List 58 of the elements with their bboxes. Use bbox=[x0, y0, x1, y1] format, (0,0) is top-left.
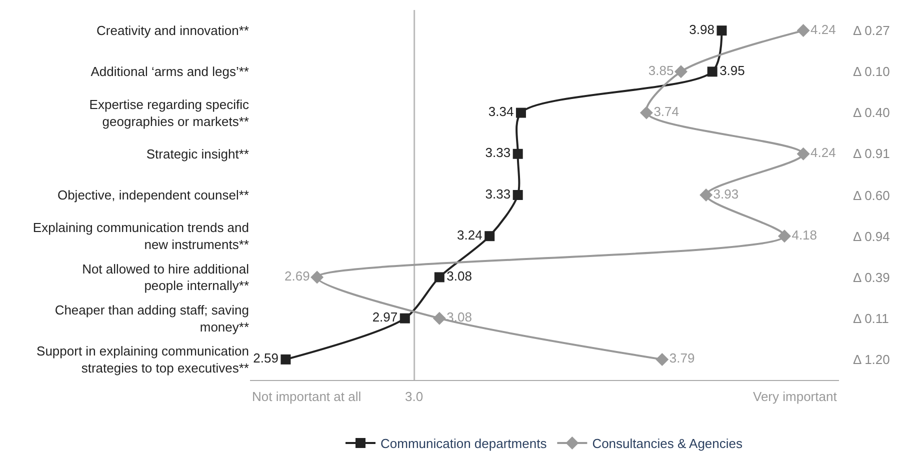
text: Δ 0.60 bbox=[853, 188, 890, 203]
point bbox=[484, 231, 495, 242]
data-label: 3.79 bbox=[669, 350, 695, 366]
point bbox=[778, 230, 791, 243]
text: Δ 0.27 bbox=[853, 23, 890, 38]
data-label: 3.34 bbox=[488, 104, 514, 120]
text: Not important at all bbox=[252, 389, 362, 404]
y-tick-label: Additional ‘arms and legs’** bbox=[90, 64, 249, 80]
y-tick-label: Objective, independent counsel** bbox=[57, 188, 249, 203]
y-tick-label: Creativity and innovation** bbox=[96, 23, 249, 38]
data-label: 4.24 bbox=[810, 145, 836, 160]
data-label: 3.98 bbox=[689, 22, 714, 37]
point bbox=[280, 354, 291, 364]
legend-label: Communication departments bbox=[380, 436, 548, 452]
text: Δ 0.11 bbox=[853, 311, 889, 326]
y-tick-label: Expertise regarding specific geographies or markets** bbox=[89, 96, 250, 129]
y-tick-label: Support in explaining communication strategies to top executives** bbox=[36, 344, 249, 376]
data-label: 3.74 bbox=[654, 104, 680, 120]
point bbox=[434, 272, 444, 282]
point bbox=[512, 190, 523, 200]
text: Δ 1.20 bbox=[853, 352, 890, 367]
y-tick-label: Cheaper than adding staff; saving money** bbox=[54, 302, 249, 334]
text: Δ 0.39 bbox=[853, 270, 890, 285]
point bbox=[707, 66, 718, 77]
data-label: 3.93 bbox=[713, 186, 739, 202]
point bbox=[796, 24, 810, 38]
point bbox=[700, 188, 713, 202]
y-tick-label: Explaining communication trends and new instruments** bbox=[32, 220, 249, 252]
text: Δ 0.94 bbox=[853, 229, 890, 244]
data-label: 2.69 bbox=[284, 268, 310, 284]
y-tick-label: Not allowed to hire additional people internally** bbox=[82, 261, 250, 294]
text: Δ 0.40 bbox=[853, 105, 890, 120]
data-label: 2.59 bbox=[253, 350, 278, 366]
point bbox=[512, 148, 523, 159]
text: Δ 0.10 bbox=[853, 64, 890, 79]
point bbox=[674, 65, 688, 78]
point bbox=[310, 270, 324, 284]
point bbox=[716, 26, 727, 36]
data-label: 4.24 bbox=[810, 22, 836, 37]
data-label: 3.24 bbox=[457, 227, 482, 242]
point bbox=[432, 312, 446, 325]
data-label: 3.85 bbox=[648, 62, 674, 78]
y-tick-label: Strategic insight** bbox=[146, 146, 249, 162]
data-label: 3.33 bbox=[485, 145, 511, 160]
point bbox=[516, 108, 526, 118]
point bbox=[656, 352, 669, 366]
data-label: 3.95 bbox=[720, 62, 745, 78]
point bbox=[796, 147, 810, 160]
ref-line-label: 3.0 bbox=[405, 389, 424, 404]
text: Δ 0.91 bbox=[853, 146, 890, 161]
data-label: 3.08 bbox=[446, 268, 472, 284]
text: Very important bbox=[753, 389, 838, 404]
data-label: 4.18 bbox=[792, 227, 818, 242]
point bbox=[640, 106, 653, 120]
legend-label: Consultancies & Agencies bbox=[592, 436, 743, 452]
data-label: 2.97 bbox=[372, 310, 398, 325]
data-label: 3.33 bbox=[485, 186, 511, 202]
point bbox=[400, 313, 410, 324]
